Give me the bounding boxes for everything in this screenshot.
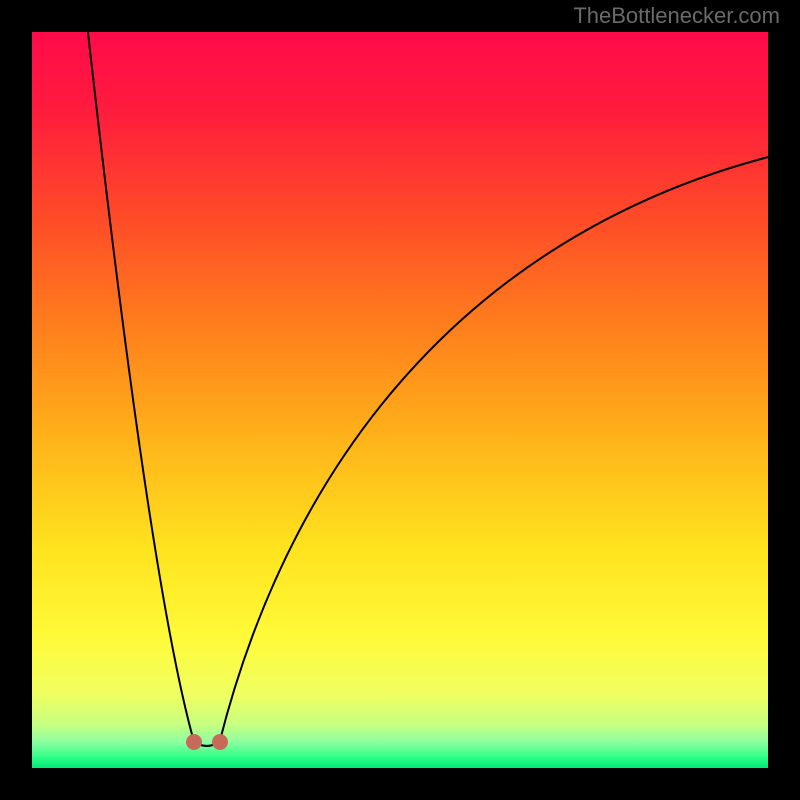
cusp-marker-left: [186, 734, 202, 750]
watermark-text: TheBottlenecker.com: [573, 3, 780, 29]
curve-path: [88, 32, 768, 746]
bottleneck-curve: [32, 32, 768, 768]
plot-area: [32, 32, 768, 768]
chart-container: TheBottlenecker.com: [0, 0, 800, 800]
cusp-marker-right: [212, 734, 228, 750]
